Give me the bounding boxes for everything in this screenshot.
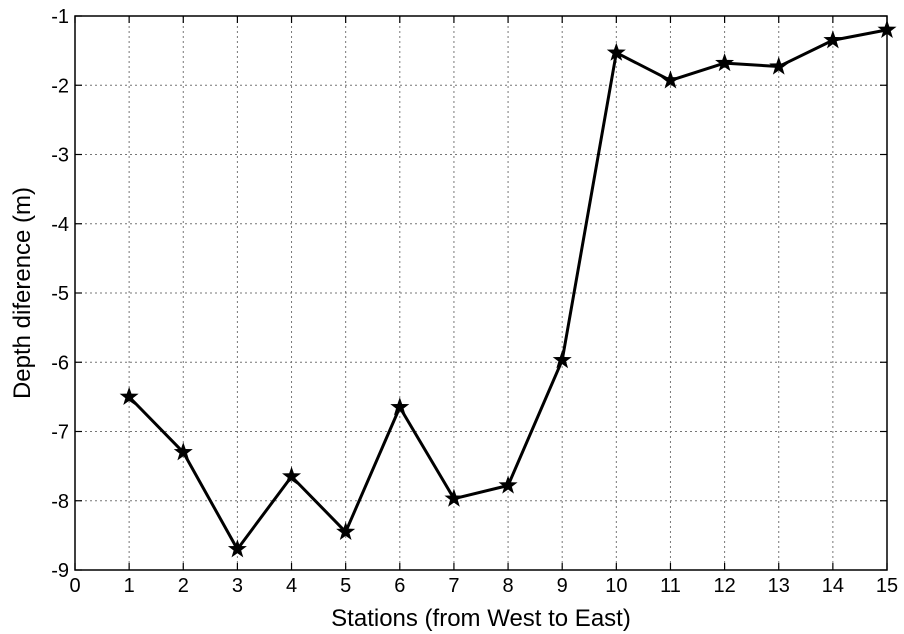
y-tick-label: -5 [51,283,69,305]
x-tick-label: 6 [394,575,405,597]
data-point-marker [336,521,356,540]
data-point-marker [390,397,410,416]
data-point-marker [498,475,518,494]
data-point-marker [119,386,139,405]
x-tick-label: 15 [876,575,898,597]
data-point-marker [660,70,680,89]
y-tick-label: -7 [51,422,69,444]
grid [75,16,887,570]
data-point-marker [769,56,789,75]
x-tick-label: 3 [232,575,243,597]
x-tick-label: 7 [448,575,459,597]
y-tick-label: -2 [51,75,69,97]
axis-ticks [74,15,888,571]
x-tick-label: 13 [768,575,790,597]
x-tick-label: 14 [822,575,844,597]
x-tick-label: 11 [660,575,681,597]
data-point-marker [552,350,572,369]
y-tick-label: -3 [51,145,69,167]
series-markers [119,19,897,558]
x-tick-label: 9 [557,575,568,597]
x-tick-label: 1 [124,575,135,597]
data-point-marker [823,30,843,49]
y-tick-label: -6 [51,352,69,374]
x-tick-label: 8 [503,575,514,597]
y-tick-label: -4 [51,214,69,236]
data-point-marker [282,466,302,485]
x-tick-label: 5 [340,575,351,597]
x-tick-label: 2 [178,575,189,597]
x-tick-labels: 0 1 2 3 4 5 6 7 8 9 10 11 12 13 14 15 [69,575,898,597]
data-point-marker [173,442,193,461]
data-point-marker [877,19,897,38]
x-tick-label: 10 [605,575,627,597]
x-tick-label: 0 [69,575,80,597]
y-tick-label: -8 [51,491,69,513]
data-point-marker [444,488,464,507]
y-tick-label: -9 [51,560,69,582]
y-tick-labels: -1 -2 -3 -4 -5 -6 -7 -8 -9 [51,6,69,582]
x-axis-title: Stations (from West to East) [331,605,631,632]
y-tick-label: -1 [51,6,69,28]
data-point-marker [715,53,735,72]
data-point-marker [227,539,247,558]
x-tick-label: 12 [713,575,735,597]
x-tick-label: 4 [286,575,297,597]
data-point-marker [606,42,626,61]
y-axis-title: Depth diference (m) [9,187,36,399]
